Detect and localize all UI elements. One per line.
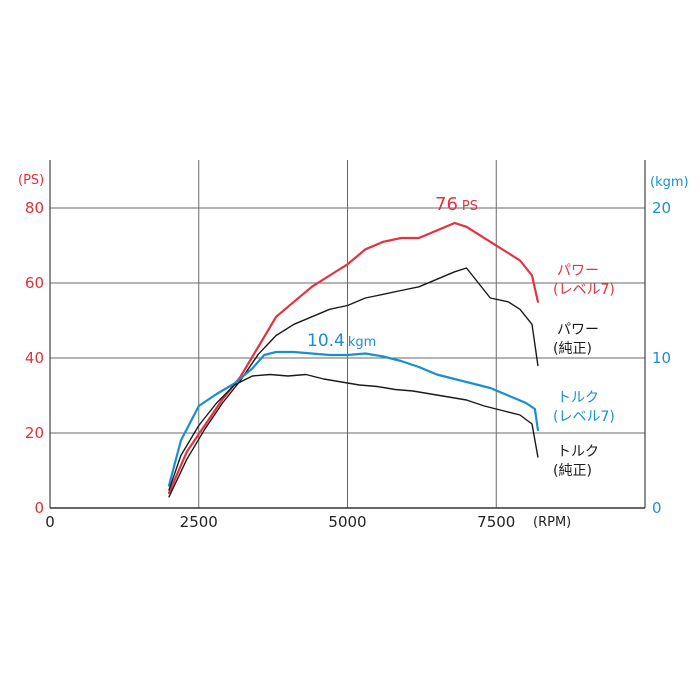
series-label-line: (レベル7) [553,282,615,298]
x-axis-unit: (RPM) [533,515,571,530]
x-tick-label: 2500 [180,513,218,531]
stock-torque-label: トルク (純正) [553,444,599,479]
right-axis-unit: (kgm) [650,175,689,190]
series-lines [167,221,540,498]
series-label-line: (純正) [553,463,592,479]
stock-torque-line [168,373,539,491]
left-tick-label: 20 [25,424,44,442]
tuned-power-label: パワー (レベル7) [553,263,615,298]
series-label-line: パワー [557,263,599,279]
peak-power-unit: PS [462,199,478,214]
x-tick-label: 5000 [328,513,366,531]
left-tick-label: 60 [25,274,44,292]
x-tick-label: 7500 [477,513,515,531]
left-axis-ticks: 0 20 40 60 80 [25,199,44,517]
peak-power-value: 76 [435,194,458,215]
series-label-line: トルク [557,390,599,406]
stock-power-label: パワー (純正) [553,322,599,357]
tuned-torque-label: トルク (レベル7) [553,390,615,425]
peak-torque-unit: kgm [348,335,376,350]
right-tick-label: 10 [652,349,671,367]
left-axis-unit: (PS) [18,173,44,188]
series-label-line: (レベル7) [553,409,615,425]
peak-torque-annotation: 10.4 kgm [307,331,376,351]
left-tick-label: 0 [34,499,44,517]
right-tick-label: 20 [652,199,671,217]
stock-power-line [168,267,539,498]
tuned-torque-line [167,350,540,487]
peak-torque-value: 10.4 [307,331,345,351]
left-tick-label: 40 [25,349,44,367]
x-axis-ticks: 0 2500 5000 7500 [45,513,515,531]
series-label-line: パワー [557,322,599,338]
left-tick-label: 80 [25,199,44,217]
grid-lines [49,160,646,509]
x-tick-label: 0 [45,513,55,531]
series-label-line: トルク [557,444,599,460]
peak-power-annotation: 76 PS [435,194,478,215]
right-axis-ticks: 0 10 20 [652,199,671,517]
right-tick-label: 0 [652,499,662,517]
series-labels: パワー (レベル7) パワー (純正) トルク (レベル7) トルク (純正) [553,263,615,479]
series-label-line: (純正) [553,341,592,357]
